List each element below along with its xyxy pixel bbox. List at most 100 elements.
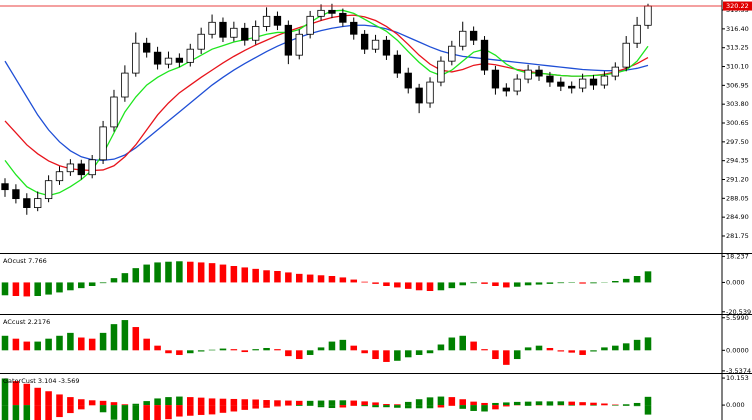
gator-bar	[470, 405, 477, 411]
candle-body	[1, 183, 9, 191]
candle-body	[644, 5, 652, 26]
gator-bar	[361, 405, 368, 407]
gator-bar	[1, 378, 9, 406]
histogram-bar	[110, 278, 118, 283]
gator-bar	[415, 405, 423, 409]
candle-body	[360, 33, 369, 50]
histogram-bar	[328, 276, 336, 283]
gator-bar	[394, 404, 401, 406]
histogram-bar	[88, 338, 96, 351]
y-tick-label: 288.05	[726, 194, 749, 202]
histogram-bar	[404, 350, 412, 358]
y-tick-label: 316.40	[726, 25, 749, 33]
histogram-bar	[328, 341, 336, 351]
gator-bar	[67, 397, 74, 406]
histogram-bar	[143, 338, 150, 351]
gator-bar	[23, 405, 31, 420]
histogram-bar	[492, 282, 499, 286]
histogram-bar	[165, 261, 172, 283]
gator-bar	[197, 397, 205, 406]
y-tick-label: 306.95	[726, 81, 749, 89]
gator-bar	[503, 405, 510, 407]
candle-body	[568, 85, 576, 89]
gator-bar	[45, 391, 52, 406]
histogram-bar	[459, 335, 466, 351]
histogram-bar	[78, 337, 85, 351]
histogram-bar	[154, 345, 161, 351]
histogram-bar	[383, 282, 390, 286]
gator-bar	[187, 405, 194, 416]
gator-bar	[110, 405, 118, 420]
gator-bar	[154, 398, 161, 406]
candle-body	[350, 21, 358, 35]
candle-body	[208, 21, 216, 35]
histogram-bar	[503, 282, 510, 288]
histogram-bar	[415, 350, 423, 355]
y-tick-label: 291.20	[726, 175, 749, 183]
histogram-bar	[208, 263, 216, 283]
histogram-bar	[350, 345, 358, 351]
histogram-bar	[535, 345, 543, 351]
histogram-bar	[415, 282, 423, 291]
panel	[1, 3, 652, 215]
gator-bar	[339, 405, 347, 408]
panel-title: AOcust 7.766	[3, 257, 47, 265]
gator-bar	[78, 405, 85, 410]
histogram-bar	[437, 282, 445, 291]
histogram-bar	[219, 264, 227, 283]
gator-bar	[263, 400, 270, 406]
histogram-bar	[252, 349, 259, 351]
candle-body	[241, 27, 249, 41]
histogram-bar	[612, 281, 619, 283]
candle-body	[88, 159, 96, 176]
gator-bar	[34, 387, 41, 406]
y-tick-label: -20.539	[726, 308, 751, 316]
y-tick-label: 0.000	[726, 278, 745, 286]
candle-body	[371, 39, 380, 50]
panel	[1, 320, 652, 365]
candle-body	[306, 15, 314, 35]
histogram-bar	[99, 332, 107, 351]
gator-bar	[568, 401, 575, 406]
gator-bar	[404, 405, 412, 409]
candle-body	[546, 75, 554, 83]
y-tick-label: 0.0000	[726, 346, 749, 354]
histogram-bar	[187, 261, 194, 283]
gator-bar	[1, 405, 9, 420]
gator-bar	[241, 405, 249, 410]
gator-bar	[328, 400, 336, 406]
candle-body	[175, 57, 184, 63]
gator-bar	[252, 405, 259, 409]
gator-bar	[546, 405, 554, 406]
gator-bar	[165, 397, 172, 406]
candle-body	[426, 81, 434, 104]
histogram-bar	[110, 324, 118, 351]
gator-bar	[12, 405, 20, 420]
candle-body	[110, 96, 118, 128]
histogram-bar	[208, 349, 216, 351]
y-tick-label: 284.90	[726, 213, 749, 221]
panel-title: GatorCust 3.104 -3.569	[3, 377, 80, 385]
gator-bar	[557, 401, 565, 406]
gator-bar	[295, 405, 303, 406]
gator-bar	[339, 400, 347, 406]
histogram-bar	[644, 337, 652, 351]
histogram-bar	[197, 350, 205, 352]
candle-body	[611, 66, 619, 77]
gator-bar	[230, 398, 238, 406]
histogram-bar	[644, 271, 652, 283]
histogram-bar	[372, 350, 379, 360]
histogram-bar	[154, 262, 161, 283]
histogram-bar	[404, 282, 412, 289]
gator-bar	[132, 403, 140, 406]
histogram-bar	[492, 350, 499, 360]
gator-bar	[524, 401, 532, 406]
gator-bar	[99, 400, 107, 406]
histogram-bar	[524, 347, 532, 351]
gator-bar	[132, 405, 140, 420]
histogram-bar	[274, 271, 281, 283]
candle-body	[415, 87, 423, 104]
histogram-bar	[612, 345, 619, 351]
gator-bar	[219, 405, 227, 413]
candle-body	[219, 21, 227, 38]
